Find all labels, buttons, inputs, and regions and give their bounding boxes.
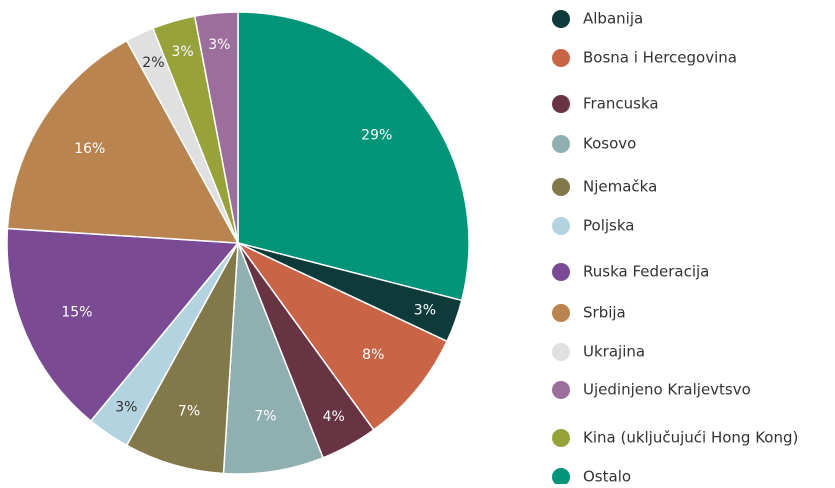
legend-label: Ruska Federacija [583,263,709,281]
legend-label: Ukrajina [583,343,645,361]
pie-slice [237,11,470,302]
pie-slice [193,11,239,244]
legend-label: Srbija [583,304,626,322]
legend-swatch [552,217,570,235]
legend-label: Ujedinjeno Kraljevtsvo [583,381,751,399]
data-label: 16% [74,141,105,157]
pie-slice [222,242,325,475]
legend-swatch [552,135,570,153]
data-label: 3% [414,302,436,318]
data-label: 15% [61,305,92,321]
data-label: 8% [362,347,384,363]
legend-swatch [552,304,570,322]
data-label: 3% [171,44,193,60]
legend-swatch [552,343,570,361]
legend-label: Ostalo [583,468,631,485]
legend-swatch [552,10,570,28]
legend-label: Albanija [583,10,643,28]
data-label: 7% [254,408,276,424]
data-label: 3% [115,399,137,415]
legend-swatch [552,49,570,67]
data-label: 3% [208,37,230,53]
legend-swatch [552,381,570,399]
legend-swatch [552,429,570,447]
legend-label: Bosna i Hercegovina [583,49,737,67]
data-label: 7% [178,404,200,420]
legend-label: Poljska [583,217,634,235]
legend-label: Kina (uključujući Hong Kong) [583,429,798,447]
legend-swatch [552,95,570,113]
pie-slice [6,227,240,423]
legend-label: Francuska [583,95,659,113]
data-label: 29% [361,127,392,143]
legend-label: Njemačka [583,178,657,196]
legend-swatch [552,263,570,281]
pie-slice [125,242,239,475]
data-label: 2% [142,55,164,71]
legend-swatch [552,468,570,486]
legend-label: Kosovo [583,135,636,153]
pie-slice [237,242,449,431]
legend-swatch [552,178,570,196]
pie-slice [6,39,240,244]
data-label: 4% [323,409,345,425]
